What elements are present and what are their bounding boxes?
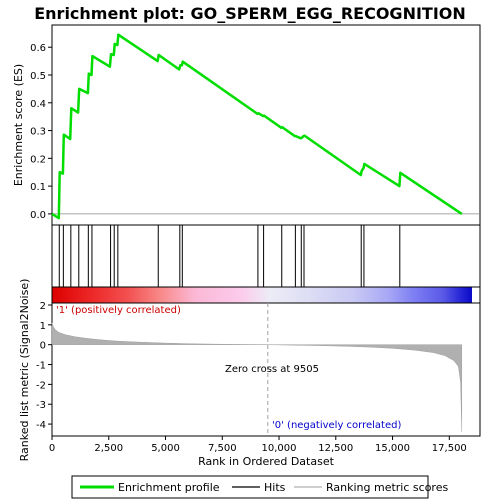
chart-title: Enrichment plot: GO_SPERM_EGG_RECOGNITIO… — [34, 4, 466, 23]
x-tick-label: 7,500 — [208, 443, 237, 454]
metric-y-tick-label: -3 — [36, 400, 46, 411]
x-tick-label: 0 — [49, 443, 55, 454]
negative-correlation-label: '0' (negatively correlated) — [272, 420, 401, 431]
legend-label-hits: Hits — [264, 481, 286, 494]
enrichment-profile-line — [51, 33, 463, 220]
metric-y-tick-label: 2 — [40, 301, 46, 312]
enrichment-y-tick-label: 0.2 — [30, 154, 46, 165]
metric-y-axis: 2 1 0 -1 -2 -3 -4 — [36, 301, 52, 431]
metric-panel-frame — [51, 302, 481, 437]
ranking-metric-area — [51, 322, 463, 433]
hits-panel — [51, 224, 481, 288]
hits-panel-frame — [51, 224, 481, 288]
rank-color-bar — [52, 287, 472, 303]
enrichment-y-tick-label: 0.0 — [30, 210, 46, 221]
metric-y-tick-label: 1 — [40, 321, 46, 332]
enrichment-panel-frame — [51, 24, 481, 226]
enrichment-panel: 0.0 0.1 0.2 0.3 0.4 0.5 0.6 Enrichment score (… — [12, 24, 481, 226]
x-tick-label: 17,500 — [432, 443, 467, 454]
metric-y-tick-label: -4 — [36, 420, 46, 431]
enrichment-y-tick-label: 0.1 — [30, 182, 46, 193]
metric-y-tick-label: 0 — [40, 341, 46, 352]
legend-label-enrichment-profile: Enrichment profile — [118, 481, 220, 494]
enrichment-y-tick-label: 0.4 — [30, 99, 46, 110]
x-tick-label: 15,000 — [375, 443, 410, 454]
enrichment-y-tick-label: 0.5 — [30, 71, 46, 82]
x-tick-label: 2,500 — [94, 443, 123, 454]
enrichment-y-tick-label: 0.6 — [30, 43, 46, 54]
metric-y-tick-label: -2 — [36, 380, 46, 391]
enrichment-y-axis: 0.0 0.1 0.2 0.3 0.4 0.5 0.6 — [30, 43, 52, 221]
x-tick-label: 5,000 — [151, 443, 180, 454]
legend: Enrichment profile Hits Ranking metric s… — [71, 475, 448, 499]
positive-correlation-label: '1' (positively correlated) — [56, 305, 181, 316]
metric-y-tick-label: -1 — [36, 361, 46, 372]
metric-panel: 2 1 0 -1 -2 -3 -4 0 2,500 5,000 7,500 10,000 12,500… — [18, 279, 481, 468]
x-axis-label: Rank in Ordered Dataset — [198, 455, 335, 468]
zero-cross-label: Zero cross at 9505 — [225, 364, 319, 375]
enrichment-y-tick-label: 0.3 — [30, 127, 46, 138]
enrichment-y-axis-label: Enrichment score (ES) — [12, 64, 25, 186]
x-tick-label: 10,000 — [262, 443, 297, 454]
x-tick-label: 12,500 — [318, 443, 353, 454]
metric-y-axis-label: Ranked list metric (Signal2Noise) — [18, 279, 31, 462]
legend-label-ranking-metric: Ranking metric scores — [326, 481, 448, 494]
metric-x-axis: 0 2,500 5,000 7,500 10,000 12,500 15,000 17,500 — [49, 436, 467, 454]
hit-markers — [58, 225, 401, 287]
